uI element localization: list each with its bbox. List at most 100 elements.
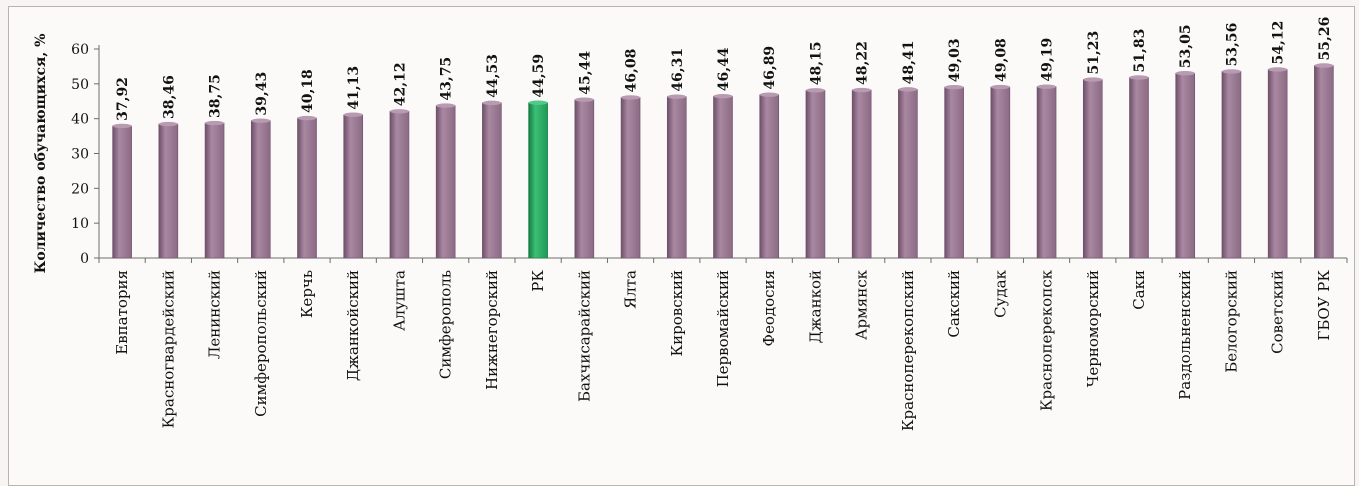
bar-cap-10 bbox=[574, 97, 594, 102]
chart-frame: Количество обучающихся, % 0 10 20 30 40 50 60 … bbox=[8, 6, 1355, 486]
data-label-11: 46,08 bbox=[624, 49, 640, 93]
y-tick-label: 10 bbox=[71, 216, 89, 232]
bar-cap-2 bbox=[205, 120, 225, 126]
bar-cap-4 bbox=[297, 115, 317, 121]
bar-15 bbox=[805, 89, 826, 259]
bar-4 bbox=[297, 117, 317, 259]
bar-cap-15 bbox=[805, 88, 825, 93]
bar-7 bbox=[435, 105, 456, 259]
data-label-23: 53,05 bbox=[1178, 24, 1194, 68]
category-label-20: Красноперекопск bbox=[1038, 269, 1056, 411]
category-label-1: Красногвардейский bbox=[159, 270, 177, 428]
bar-cap-12 bbox=[667, 94, 687, 99]
data-label-15: 48,15 bbox=[808, 41, 824, 85]
data-label-7: 43,75 bbox=[439, 57, 455, 101]
data-label-6: 42,12 bbox=[392, 62, 408, 106]
y-tick-label: 30 bbox=[71, 147, 89, 163]
category-label-23: Раздольненский bbox=[1176, 270, 1194, 400]
bar-cap-24 bbox=[1221, 69, 1241, 74]
category-label-25: Советский bbox=[1269, 270, 1287, 354]
bar-23 bbox=[1175, 72, 1196, 259]
bar-2 bbox=[204, 122, 225, 259]
data-label-9: 44,59 bbox=[531, 54, 547, 98]
category-label-11: Ялта bbox=[622, 270, 640, 309]
bar-18 bbox=[944, 86, 964, 259]
bar-cap-14 bbox=[759, 92, 779, 97]
category-label-14: Феодосия bbox=[760, 270, 778, 347]
bar-chart: Количество обучающихся, % 0102030405060 … bbox=[33, 17, 1348, 431]
y-tick-label: 60 bbox=[71, 42, 89, 58]
bar-26 bbox=[1314, 65, 1334, 259]
bar-cap-22 bbox=[1129, 75, 1149, 80]
bar-cap-13 bbox=[713, 94, 733, 99]
category-label-19: Судак bbox=[991, 269, 1009, 317]
bars bbox=[112, 63, 1334, 259]
y-tick-label: 50 bbox=[71, 77, 89, 93]
bar-cap-19 bbox=[990, 84, 1010, 90]
bar-cap-0 bbox=[112, 123, 132, 129]
data-label-3: 39,43 bbox=[254, 72, 270, 116]
category-label-6: Алушта bbox=[390, 270, 408, 331]
data-label-12: 46,31 bbox=[670, 48, 686, 92]
bar-25 bbox=[1267, 69, 1288, 259]
data-labels: 37,92 38,46 38,75 39,43 40,18 41,13 42,12 43,75… bbox=[115, 17, 1333, 121]
bar-cap-11 bbox=[621, 95, 641, 100]
bar-21 bbox=[1082, 79, 1103, 259]
data-label-18: 49,03 bbox=[947, 38, 963, 82]
bar-1 bbox=[158, 123, 179, 259]
bar-cap-8 bbox=[482, 100, 502, 106]
data-label-17: 48,41 bbox=[901, 41, 917, 85]
category-label-13: Первомайский bbox=[714, 270, 732, 387]
bar-8 bbox=[482, 102, 502, 259]
category-labels: Евпатория Красногвардейский Ленинский Симфе… bbox=[113, 269, 1333, 431]
bar-9 bbox=[528, 102, 548, 259]
category-label-21: Черноморский bbox=[1084, 270, 1102, 387]
bar-cap-20 bbox=[1037, 84, 1057, 89]
category-label-2: Ленинский bbox=[206, 270, 224, 359]
bar-3 bbox=[250, 120, 271, 259]
category-label-15: Джанкой bbox=[806, 270, 824, 343]
bar-cap-23 bbox=[1175, 71, 1195, 76]
bar-24 bbox=[1221, 71, 1242, 259]
bar-19 bbox=[990, 86, 1011, 259]
bar-cap-9 bbox=[528, 100, 548, 105]
data-label-13: 46,44 bbox=[716, 47, 732, 91]
category-label-18: Сакский bbox=[945, 270, 963, 338]
bar-22 bbox=[1129, 77, 1149, 259]
bar-0 bbox=[112, 125, 132, 259]
y-tick-label: 20 bbox=[71, 181, 89, 197]
y-axis-label-group: Количество обучающихся, % bbox=[33, 34, 49, 274]
data-label-8: 44,53 bbox=[485, 54, 501, 98]
category-label-8: Нижнегорский bbox=[483, 270, 501, 390]
bar-20 bbox=[1036, 86, 1057, 259]
category-label-0: Евпатория bbox=[113, 270, 131, 355]
bar-12 bbox=[666, 96, 687, 259]
bar-cap-26 bbox=[1314, 63, 1334, 68]
bar-14 bbox=[759, 94, 780, 259]
category-label-26: ГБОУ РК bbox=[1315, 270, 1333, 341]
data-label-2: 38,75 bbox=[208, 74, 224, 118]
data-label-4: 40,18 bbox=[300, 69, 316, 113]
category-label-22: Саки bbox=[1130, 270, 1148, 310]
bar-6 bbox=[389, 110, 410, 259]
category-label-5: Джанкойский bbox=[344, 270, 362, 381]
bar-11 bbox=[620, 97, 641, 259]
category-label-10: Бахчисарайский bbox=[575, 270, 593, 402]
bar-cap-25 bbox=[1268, 67, 1288, 72]
bar-13 bbox=[713, 95, 733, 259]
y-tick-label: 0 bbox=[80, 251, 89, 267]
data-label-19: 49,08 bbox=[993, 38, 1009, 82]
bar-cap-5 bbox=[343, 112, 363, 117]
data-label-0: 37,92 bbox=[115, 77, 131, 121]
category-label-24: Белогорский bbox=[1222, 270, 1240, 373]
data-label-25: 54,12 bbox=[1271, 21, 1287, 65]
data-label-24: 53,56 bbox=[1224, 23, 1240, 67]
bar-10 bbox=[574, 99, 595, 259]
bar-cap-17 bbox=[898, 87, 918, 92]
category-label-9: РК bbox=[529, 270, 547, 292]
data-label-10: 45,44 bbox=[577, 51, 593, 95]
category-label-17: Красноперекопский bbox=[899, 270, 917, 431]
bar-cap-1 bbox=[158, 121, 178, 127]
data-label-22: 51,83 bbox=[1132, 29, 1148, 73]
data-label-16: 48,22 bbox=[855, 41, 871, 85]
